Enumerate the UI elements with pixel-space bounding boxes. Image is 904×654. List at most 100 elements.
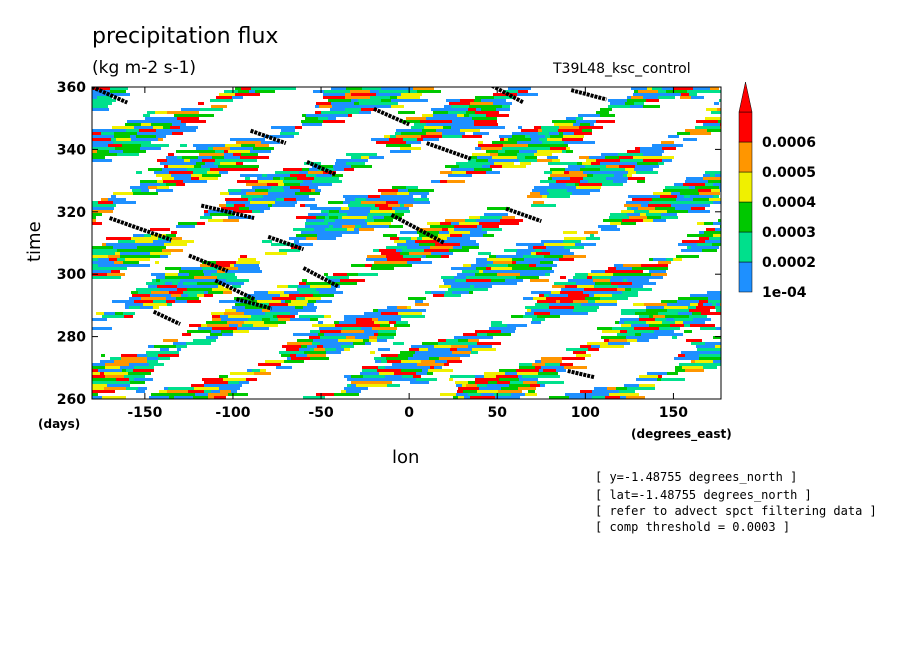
precip-cell [431, 108, 456, 111]
precip-cell [270, 309, 295, 312]
precip-cell [350, 90, 370, 93]
precip-cell [538, 132, 549, 135]
precip-cell [491, 324, 507, 327]
precip-cell [699, 342, 705, 345]
precip-cell [456, 162, 477, 165]
precip-cell [399, 195, 413, 198]
precip-cell [471, 351, 478, 354]
precip-cell [711, 111, 721, 114]
precip-cell [224, 90, 238, 93]
precip-cell [688, 306, 696, 309]
precip-cell [374, 219, 393, 222]
precip-cell [719, 348, 721, 351]
precip-cell [208, 147, 213, 150]
precip-cell [157, 294, 171, 297]
precip-cell [574, 246, 584, 249]
precip-cell [689, 315, 707, 318]
precip-cell [178, 282, 183, 285]
precip-cell [658, 312, 678, 315]
precip-cell [316, 300, 332, 303]
precip-cell [356, 384, 364, 387]
precip-cell [408, 357, 429, 360]
precip-cell [595, 300, 617, 303]
precip-cell [226, 204, 234, 207]
precip-cell [495, 282, 517, 285]
precip-cell [132, 294, 150, 297]
precip-cell [616, 267, 626, 270]
precip-cell [316, 393, 334, 396]
precip-cell [685, 354, 699, 357]
precip-cell [307, 345, 317, 348]
precip-cell [549, 192, 572, 195]
precip-cell [545, 381, 564, 384]
precip-cell [398, 189, 408, 192]
precip-cell [485, 330, 501, 333]
precip-cell [151, 234, 166, 237]
precip-cell [157, 159, 167, 162]
precip-cell [224, 312, 244, 315]
precip-cell [204, 279, 226, 282]
precip-cell [184, 159, 190, 162]
precip-cell [368, 213, 392, 216]
precip-cell [308, 171, 323, 174]
precip-cell [296, 234, 317, 237]
precip-cell [443, 279, 455, 282]
precip-cell [252, 186, 271, 189]
precip-cell [113, 201, 136, 204]
precip-cell [144, 252, 150, 255]
precip-cell [573, 276, 587, 279]
precip-cell [561, 123, 573, 126]
precip-cell [576, 117, 583, 120]
precip-cell [601, 153, 618, 156]
precip-cell [531, 204, 556, 207]
precip-cell [494, 393, 511, 396]
precip-cell [275, 171, 299, 174]
precip-cell [271, 243, 295, 246]
precip-cell [645, 336, 658, 339]
precip-cell [686, 177, 703, 180]
precip-cell [396, 129, 401, 132]
precip-cell [245, 177, 250, 180]
precip-cell [689, 186, 695, 189]
precip-cell [434, 366, 442, 369]
precip-cell [592, 396, 605, 399]
precip-cell [720, 303, 721, 306]
precip-cell [574, 132, 592, 135]
precip-cell [664, 306, 688, 309]
precip-cell [542, 195, 547, 198]
precip-cell [204, 294, 213, 297]
precip-cell [394, 372, 416, 375]
precip-cell [587, 174, 593, 177]
precip-cell [646, 213, 661, 216]
precip-cell [716, 327, 721, 330]
precip-cell [710, 87, 719, 90]
precip-cell [569, 396, 592, 399]
precip-cell [465, 219, 476, 222]
precip-cell [342, 327, 351, 330]
precip-cell [586, 237, 600, 240]
precip-cell [365, 264, 372, 267]
precip-cell [550, 147, 566, 150]
precip-cell [126, 243, 141, 246]
precip-cell [262, 303, 269, 306]
precip-cell [398, 312, 408, 315]
precip-cell [317, 345, 323, 348]
precip-cell [573, 300, 588, 303]
precip-cell [252, 369, 260, 372]
precip-cell [228, 381, 239, 384]
precip-cell [228, 150, 250, 153]
precip-cell [563, 132, 574, 135]
precip-cell [237, 327, 244, 330]
precip-cell [245, 156, 251, 159]
precip-cell [130, 186, 148, 189]
precip-cell [197, 294, 204, 297]
precip-cell [433, 114, 443, 117]
precip-cell [362, 366, 378, 369]
precip-cell [702, 249, 717, 252]
precip-cell [475, 378, 499, 381]
precip-cell [204, 291, 208, 294]
precip-cell [536, 252, 550, 255]
precip-cell [627, 279, 649, 282]
precip-cell [268, 192, 278, 195]
